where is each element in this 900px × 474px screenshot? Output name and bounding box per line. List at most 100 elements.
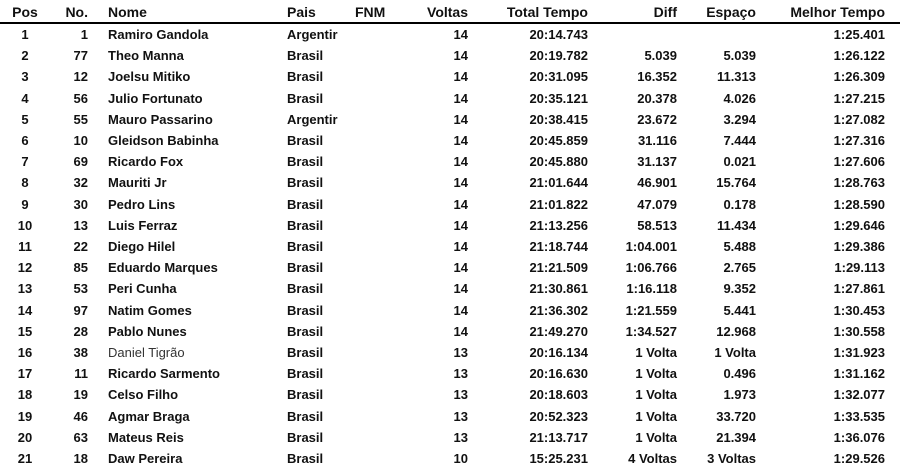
cell-pos: 1 xyxy=(21,27,29,42)
cell-voltas: 14 xyxy=(453,281,468,297)
table-row: 5 55 Mauro Passarino Argentir 14 20:38.415 23.… xyxy=(0,109,900,130)
cell-total: 20:35.121 xyxy=(529,90,588,106)
cell-diff: 1 Volta xyxy=(635,345,677,360)
cell-total: 21:13.256 xyxy=(529,217,588,233)
cell-pos: 16 xyxy=(17,345,33,360)
cell-pais: Brasil xyxy=(287,196,324,212)
cell-no: 55 xyxy=(73,111,88,127)
table-row: 12 85 Eduardo Marques Brasil 14 21:21.509 1:06… xyxy=(0,257,900,278)
cell-diff: 1:06.766 xyxy=(625,260,677,276)
header-voltas: Voltas xyxy=(427,4,468,20)
header-nome: Nome xyxy=(108,4,147,20)
cell-melhor: 1:25.401 xyxy=(833,27,885,42)
cell-pais: Brasil xyxy=(287,48,324,64)
cell-nome: Eduardo Marques xyxy=(108,260,218,276)
cell-esp: 11.313 xyxy=(716,69,756,85)
cell-melhor: 1:27.861 xyxy=(833,281,885,297)
cell-voltas: 14 xyxy=(453,302,468,318)
cell-esp: 11.434 xyxy=(716,217,756,233)
cell-pais: Brasil xyxy=(287,133,324,148)
table-row: 4 56 Julio Fortunato Brasil 14 20:35.121 20.37… xyxy=(0,88,900,109)
cell-pais: Brasil xyxy=(287,302,324,318)
cell-esp: 21.394 xyxy=(716,429,756,445)
table-row: 3 12 Joelsu Mitiko Brasil 14 20:31.095 16.352 1… xyxy=(0,66,900,87)
cell-no: 18 xyxy=(73,451,88,466)
cell-pais: Brasil xyxy=(287,175,324,191)
cell-total: 20:16.630 xyxy=(529,366,588,382)
cell-pos: 14 xyxy=(17,302,33,318)
cell-esp: 33.720 xyxy=(716,408,756,424)
cell-diff: 1 Volta xyxy=(635,387,677,403)
table-row: 13 53 Peri Cunha Brasil 14 21:30.861 1:16.118 9… xyxy=(0,278,900,299)
cell-nome: Pablo Nunes xyxy=(108,323,187,339)
cell-melhor: 1:29.646 xyxy=(833,217,885,233)
cell-voltas: 14 xyxy=(453,69,468,85)
cell-pais: Brasil xyxy=(287,408,324,424)
cell-total: 21:36.302 xyxy=(529,302,588,318)
cell-diff: 58.513 xyxy=(637,217,677,233)
cell-diff: 16.352 xyxy=(637,69,677,85)
cell-nome: Agmar Braga xyxy=(108,408,190,424)
cell-nome: Natim Gomes xyxy=(108,302,192,318)
cell-diff: 20.378 xyxy=(637,90,677,106)
cell-nome: Joelsu Mitiko xyxy=(108,69,191,85)
cell-melhor: 1:26.309 xyxy=(833,69,885,85)
cell-melhor: 1:27.316 xyxy=(833,133,885,148)
cell-no: 10 xyxy=(73,133,88,148)
cell-total: 20:45.859 xyxy=(529,133,588,148)
table-header: Pos No. Nome Pais FNM Voltas Total Tempo… xyxy=(0,0,900,24)
cell-melhor: 1:31.923 xyxy=(833,345,885,360)
table-row: 11 22 Diego Hilel Brasil 14 21:18.744 1:04.001… xyxy=(0,236,900,257)
cell-nome: Daw Pereira xyxy=(108,451,183,466)
table-row: 19 46 Agmar Braga Brasil 13 20:52.323 1 Volta 3… xyxy=(0,406,900,427)
cell-pos: 19 xyxy=(17,408,33,424)
header-no: No. xyxy=(65,4,88,20)
cell-voltas: 13 xyxy=(453,366,468,382)
cell-nome: Ricardo Fox xyxy=(108,154,184,170)
cell-melhor: 1:29.113 xyxy=(834,260,885,276)
table-row: 16 38 Daniel Tigrão Brasil 13 20:16.134 1 Volt… xyxy=(0,342,900,363)
cell-voltas: 14 xyxy=(453,260,468,276)
cell-melhor: 1:29.526 xyxy=(833,451,885,466)
cell-esp: 4.026 xyxy=(723,90,756,106)
header-pos: Pos xyxy=(12,4,38,20)
cell-diff: 1:21.559 xyxy=(625,302,677,318)
cell-pos: 10 xyxy=(17,217,33,233)
cell-no: 46 xyxy=(73,408,88,424)
cell-no: 12 xyxy=(73,69,88,85)
cell-nome: Ramiro Gandola xyxy=(108,27,209,42)
cell-pos: 15 xyxy=(17,323,33,339)
cell-voltas: 13 xyxy=(453,429,468,445)
cell-no: 13 xyxy=(73,217,88,233)
cell-diff: 1:16.118 xyxy=(626,281,677,297)
cell-pais: Brasil xyxy=(287,429,324,445)
cell-no: 19 xyxy=(73,387,88,403)
cell-melhor: 1:32.077 xyxy=(833,387,885,403)
table-row: 10 13 Luis Ferraz Brasil 14 21:13.256 58.513 11… xyxy=(0,215,900,236)
cell-melhor: 1:30.453 xyxy=(833,302,885,318)
cell-no: 53 xyxy=(73,281,88,297)
cell-diff: 4 Voltas xyxy=(628,451,677,466)
table-row: 7 69 Ricardo Fox Brasil 14 20:45.880 31.137 0.0… xyxy=(0,151,900,172)
cell-total: 21:18.744 xyxy=(529,239,588,254)
cell-no: 63 xyxy=(73,429,88,445)
header-pais: Pais xyxy=(287,4,316,20)
cell-diff: 46.901 xyxy=(637,175,677,191)
cell-pos: 12 xyxy=(17,260,33,276)
cell-pos: 6 xyxy=(21,133,29,148)
header-melhor-tempo: Melhor Tempo xyxy=(790,4,885,20)
header-diff: Diff xyxy=(653,4,677,20)
cell-diff: 1 Volta xyxy=(635,429,677,445)
cell-no: 22 xyxy=(73,239,88,254)
cell-melhor: 1:36.076 xyxy=(833,429,885,445)
cell-no: 38 xyxy=(73,345,88,360)
cell-pais: Brasil xyxy=(287,387,324,403)
cell-voltas: 14 xyxy=(453,111,468,127)
cell-melhor: 1:31.162 xyxy=(833,366,885,382)
table-row: 2 77 Theo Manna Brasil 14 20:19.782 5.039 5.039… xyxy=(0,45,900,66)
cell-melhor: 1:30.558 xyxy=(833,323,885,339)
cell-esp: 0.496 xyxy=(723,366,756,382)
cell-diff: 31.116 xyxy=(637,133,677,148)
cell-no: 11 xyxy=(74,366,88,382)
table-row: 17 11 Ricardo Sarmento Brasil 13 20:16.630 1 V… xyxy=(0,363,900,384)
